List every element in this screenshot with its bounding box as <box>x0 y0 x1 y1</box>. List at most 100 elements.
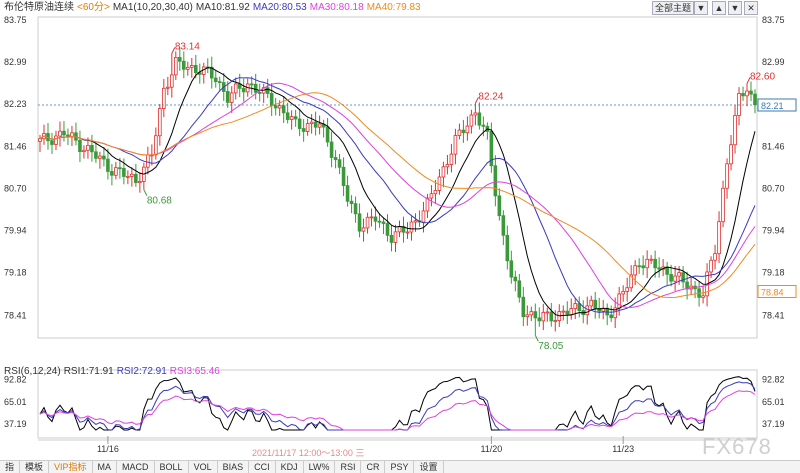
tab-macd[interactable]: MACD <box>117 461 155 473</box>
candle-body <box>110 171 114 176</box>
candle-body <box>597 307 602 312</box>
candle-body <box>577 303 582 312</box>
tab-kdj[interactable]: KDJ <box>276 461 304 473</box>
tab-templates[interactable]: 模板 <box>20 461 50 473</box>
candle-body <box>273 105 278 109</box>
chart-header: 布伦特原油连续 <60分> MA1(10,20,30,40) MA10:81.92 MA… <box>4 2 424 14</box>
close-button[interactable]: ✕ <box>744 1 758 15</box>
last-price-label: 82.21 <box>761 101 784 111</box>
price-low-pointer <box>534 335 539 342</box>
tab-zhi[interactable]: 指 <box>0 461 21 473</box>
candle-body <box>297 118 302 129</box>
candle-body <box>389 234 394 243</box>
indicator-tab-bar: 指模板 VIP指标 MA MACD BOLL VOL BIAS CCI KDJ LW% RSI CR P… <box>0 460 800 473</box>
rsi-tick-right-label: 92.82 <box>762 375 785 385</box>
price-tick-left-label: 79.18 <box>4 268 27 278</box>
candle-body <box>106 158 110 172</box>
tab-settings[interactable]: 设置 <box>414 461 444 473</box>
candle-body <box>621 291 625 295</box>
ma40-last-box <box>757 285 797 299</box>
tab-lw[interactable]: LW% <box>304 461 336 473</box>
tab-vol[interactable]: VOL <box>189 461 218 473</box>
candle-body <box>405 231 410 234</box>
candle-body <box>565 310 570 315</box>
candle-body <box>265 87 270 94</box>
candle-body <box>669 273 673 282</box>
candle-body <box>493 165 498 197</box>
price-tick-left-label: 78.41 <box>4 310 27 320</box>
rsi3-value: RSI3:65.46 <box>169 366 220 377</box>
price-tick-left-label: 82.23 <box>4 99 27 109</box>
candle-body <box>341 166 346 187</box>
ma40-last-label: 78.84 <box>761 288 784 298</box>
candle-body <box>122 168 126 177</box>
candle-body <box>82 149 86 153</box>
rsi-tick-left-label: 92.82 <box>4 375 27 385</box>
ma30-value: MA30:80.18 <box>309 2 364 13</box>
date-label: 11/20 <box>480 444 502 454</box>
candle-body <box>50 140 54 145</box>
candle-body <box>329 141 334 158</box>
arrow-down-icon: ▼ <box>730 3 740 13</box>
candle-body <box>369 216 374 219</box>
candle-body <box>657 267 661 270</box>
ma20-value: MA20:80.53 <box>252 2 307 13</box>
candle-body <box>537 317 542 322</box>
candle-body <box>613 307 617 319</box>
tab-boll[interactable]: BOLL <box>155 461 189 473</box>
candle-body <box>733 115 737 146</box>
candle-body <box>641 265 645 269</box>
candle-body <box>213 77 218 82</box>
candle-body <box>425 197 430 212</box>
candle-body <box>477 112 482 126</box>
candle-body <box>353 203 358 215</box>
candle-body <box>114 167 118 176</box>
candle-body <box>489 130 494 167</box>
candle-body <box>54 135 58 145</box>
candle-body <box>409 221 414 233</box>
candle-body <box>130 173 134 177</box>
tab-psy[interactable]: PSY <box>385 461 415 473</box>
candle-body <box>473 112 478 116</box>
candle-body <box>553 320 558 322</box>
chart-canvas: 83.7583.7582.9982.9982.2382.2381.4681.46… <box>4 15 797 454</box>
tab-bias[interactable]: BIAS <box>218 461 250 473</box>
scroll-up-button[interactable]: ▲ <box>712 1 726 15</box>
rsi-header: RSI(6,12,24) RSI1:71.91 RSI2:72.91 RSI3:65.… <box>4 366 223 378</box>
candle-body <box>249 83 254 86</box>
candle-body <box>357 213 362 232</box>
price-high-pointer <box>746 77 751 84</box>
candle-body <box>305 123 310 132</box>
candle-body <box>541 311 546 322</box>
tab-cci[interactable]: CCI <box>249 461 276 473</box>
tab-vip[interactable]: VIP指标 <box>49 461 93 473</box>
candle-body <box>118 167 122 170</box>
candle-body <box>393 231 398 243</box>
tab-rsi[interactable]: RSI <box>335 461 362 473</box>
tab-cr[interactable]: CR <box>361 461 386 473</box>
candle-body <box>317 123 322 128</box>
theme-dropdown-button[interactable]: ▼ <box>694 1 708 15</box>
candle-body <box>233 83 238 94</box>
candle-body <box>645 258 649 269</box>
price-low-label: 78.05 <box>538 341 563 352</box>
candle-body <box>385 223 390 236</box>
candle-body <box>521 296 526 318</box>
tab-ma[interactable]: MA <box>93 461 118 473</box>
candle-body <box>126 176 130 178</box>
candle-body <box>325 126 330 143</box>
ma40-line <box>39 92 756 299</box>
price-high-label: 82.24 <box>478 91 503 102</box>
candle-body <box>337 159 342 168</box>
candle-body <box>753 93 757 106</box>
candle-body <box>62 130 66 136</box>
rsi-tick-left-label: 65.01 <box>4 397 27 407</box>
candle-body <box>529 311 534 316</box>
theme-select[interactable]: 全部主题 <box>652 1 694 15</box>
candle-body <box>533 311 538 319</box>
candle-body <box>98 155 102 159</box>
candle-body <box>309 121 314 125</box>
scroll-down-button[interactable]: ▼ <box>728 1 742 15</box>
close-icon: ✕ <box>747 3 755 13</box>
date-label: 11/23 <box>612 444 634 454</box>
